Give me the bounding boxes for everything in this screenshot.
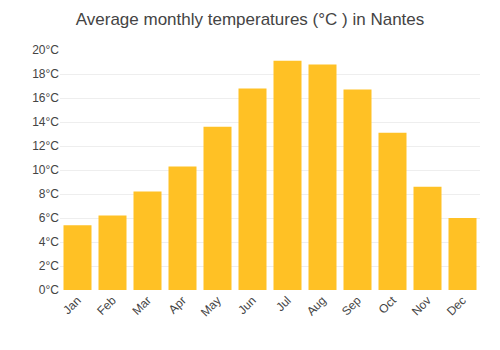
svg-text:Oct: Oct [376, 293, 400, 317]
svg-text:16°C: 16°C [32, 91, 59, 105]
svg-text:Jul: Jul [273, 293, 294, 314]
svg-text:Nov: Nov [409, 293, 434, 318]
svg-text:4°C: 4°C [39, 235, 59, 249]
svg-text:2°C: 2°C [39, 259, 59, 273]
svg-text:Dec: Dec [444, 293, 469, 318]
svg-text:12°C: 12°C [32, 139, 59, 153]
svg-text:Feb: Feb [94, 293, 119, 318]
svg-text:Average monthly temperatures (: Average monthly temperatures (°C ) in Na… [76, 10, 425, 29]
svg-text:Aug: Aug [304, 293, 329, 318]
svg-text:Jan: Jan [60, 293, 84, 317]
svg-text:8°C: 8°C [39, 187, 59, 201]
svg-text:20°C: 20°C [32, 43, 59, 57]
svg-text:May: May [198, 293, 224, 319]
svg-text:Mar: Mar [129, 293, 154, 318]
svg-text:6°C: 6°C [39, 211, 59, 225]
svg-text:10°C: 10°C [32, 163, 59, 177]
svg-text:Jun: Jun [235, 293, 259, 317]
svg-text:14°C: 14°C [32, 115, 59, 129]
svg-text:0°C: 0°C [39, 283, 59, 297]
svg-text:Sep: Sep [339, 293, 364, 318]
svg-text:18°C: 18°C [32, 67, 59, 81]
svg-text:Apr: Apr [166, 293, 189, 316]
